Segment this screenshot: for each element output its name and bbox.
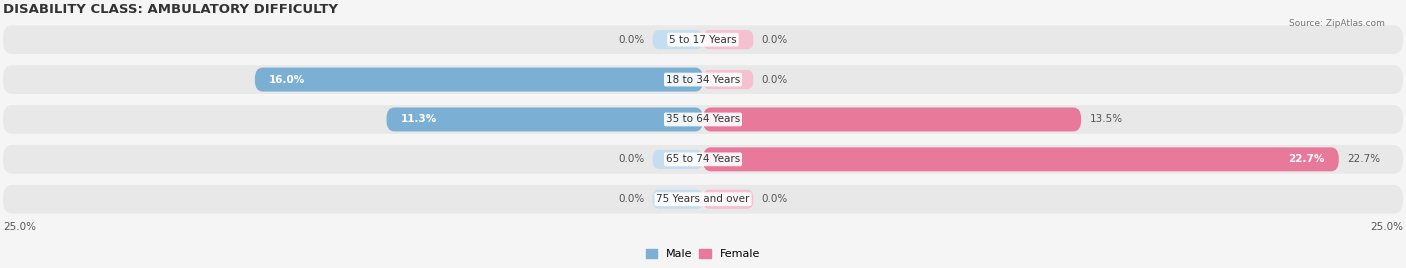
FancyBboxPatch shape xyxy=(3,105,1403,134)
Text: 65 to 74 Years: 65 to 74 Years xyxy=(666,154,740,164)
FancyBboxPatch shape xyxy=(254,68,703,92)
Text: 22.7%: 22.7% xyxy=(1288,154,1324,164)
Text: 0.0%: 0.0% xyxy=(617,194,644,204)
FancyBboxPatch shape xyxy=(703,107,1081,131)
Text: Source: ZipAtlas.com: Source: ZipAtlas.com xyxy=(1289,19,1385,28)
Text: 5 to 17 Years: 5 to 17 Years xyxy=(669,35,737,45)
Legend: Male, Female: Male, Female xyxy=(641,244,765,263)
FancyBboxPatch shape xyxy=(703,190,754,209)
Text: 0.0%: 0.0% xyxy=(617,35,644,45)
Text: 11.3%: 11.3% xyxy=(401,114,437,124)
Text: 25.0%: 25.0% xyxy=(3,222,35,232)
FancyBboxPatch shape xyxy=(387,107,703,131)
Text: 25.0%: 25.0% xyxy=(1371,222,1403,232)
FancyBboxPatch shape xyxy=(652,190,703,209)
FancyBboxPatch shape xyxy=(703,147,1339,171)
FancyBboxPatch shape xyxy=(703,70,754,89)
FancyBboxPatch shape xyxy=(652,150,703,169)
Text: 18 to 34 Years: 18 to 34 Years xyxy=(666,75,740,85)
FancyBboxPatch shape xyxy=(703,30,754,49)
FancyBboxPatch shape xyxy=(3,145,1403,174)
FancyBboxPatch shape xyxy=(3,185,1403,214)
Text: 0.0%: 0.0% xyxy=(617,154,644,164)
Text: 75 Years and over: 75 Years and over xyxy=(657,194,749,204)
FancyBboxPatch shape xyxy=(3,25,1403,54)
Text: 0.0%: 0.0% xyxy=(762,35,789,45)
Text: 0.0%: 0.0% xyxy=(762,194,789,204)
FancyBboxPatch shape xyxy=(652,30,703,49)
Text: DISABILITY CLASS: AMBULATORY DIFFICULTY: DISABILITY CLASS: AMBULATORY DIFFICULTY xyxy=(3,3,337,16)
Text: 16.0%: 16.0% xyxy=(269,75,305,85)
Text: 35 to 64 Years: 35 to 64 Years xyxy=(666,114,740,124)
Text: 13.5%: 13.5% xyxy=(1090,114,1122,124)
Text: 0.0%: 0.0% xyxy=(762,75,789,85)
Text: 22.7%: 22.7% xyxy=(1347,154,1381,164)
FancyBboxPatch shape xyxy=(3,65,1403,94)
